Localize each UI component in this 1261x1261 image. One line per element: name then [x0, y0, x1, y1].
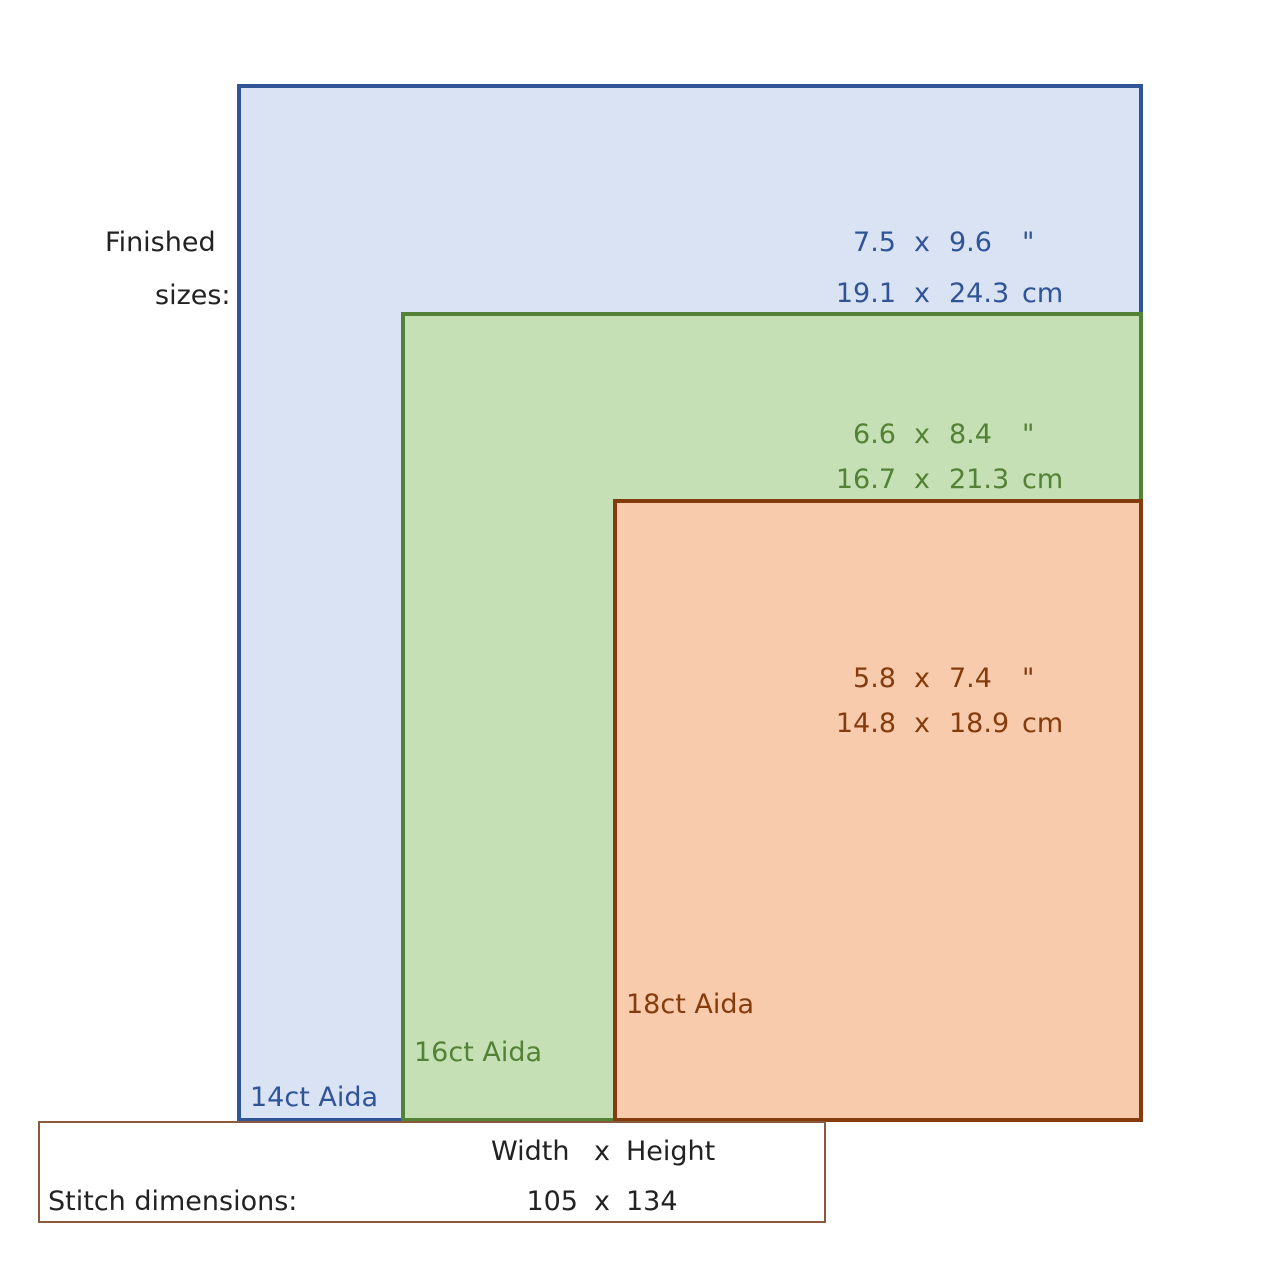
size-14-width-cm: 19.1: [835, 278, 896, 309]
size-14-x-in: x: [914, 227, 930, 258]
size-18-height-cm: 18.9: [949, 708, 1010, 739]
size-18-unit-in: ": [1022, 663, 1035, 694]
size-18-unit-cm: cm: [1022, 708, 1064, 739]
fabric-16ct-label: 16ct Aida: [414, 1037, 543, 1068]
size-16-unit-cm: cm: [1022, 464, 1064, 495]
fabric-18ct-label: 18ct Aida: [626, 989, 755, 1020]
size-14-height-in: 9.6: [949, 227, 992, 258]
size-14-x-cm: x: [914, 278, 930, 309]
stitch-x: x: [594, 1186, 610, 1217]
size-16-unit-in: ": [1022, 419, 1035, 450]
size-18-height-in: 7.4: [949, 663, 992, 694]
size-16-height-cm: 21.3: [949, 464, 1010, 495]
size-18-width-cm: 14.8: [835, 708, 896, 739]
stitch-header-height: Height: [626, 1136, 716, 1167]
size-18-x-cm: x: [914, 708, 930, 739]
size-16-x-cm: x: [914, 464, 930, 495]
size-16-height-in: 8.4: [949, 419, 992, 450]
stitch-width-value: 105: [526, 1186, 578, 1217]
fabric-14ct-label: 14ct Aida: [250, 1082, 379, 1113]
stitch-height-value: 134: [626, 1186, 678, 1217]
size-14-unit-cm: cm: [1022, 278, 1064, 309]
stitch-header-x: x: [594, 1136, 610, 1167]
stitch-dimensions-box: [38, 1121, 826, 1223]
fabric-18ct-area: [613, 499, 1143, 1122]
size-14-unit-in: ": [1022, 227, 1035, 258]
stitch-dimensions-label: Stitch dimensions:: [48, 1186, 298, 1217]
size-18-width-in: 5.8: [853, 663, 896, 694]
size-16-width-in: 6.6: [853, 419, 896, 450]
size-16-width-cm: 16.7: [835, 464, 896, 495]
size-18-x-in: x: [914, 663, 930, 694]
size-14-height-cm: 24.3: [949, 278, 1010, 309]
finished-label-line1: Finished: [105, 227, 216, 258]
size-14-width-in: 7.5: [853, 227, 896, 258]
size-16-x-in: x: [914, 419, 930, 450]
stitch-header-width: Width: [491, 1136, 570, 1167]
finished-label-line2: sizes:: [155, 280, 231, 311]
